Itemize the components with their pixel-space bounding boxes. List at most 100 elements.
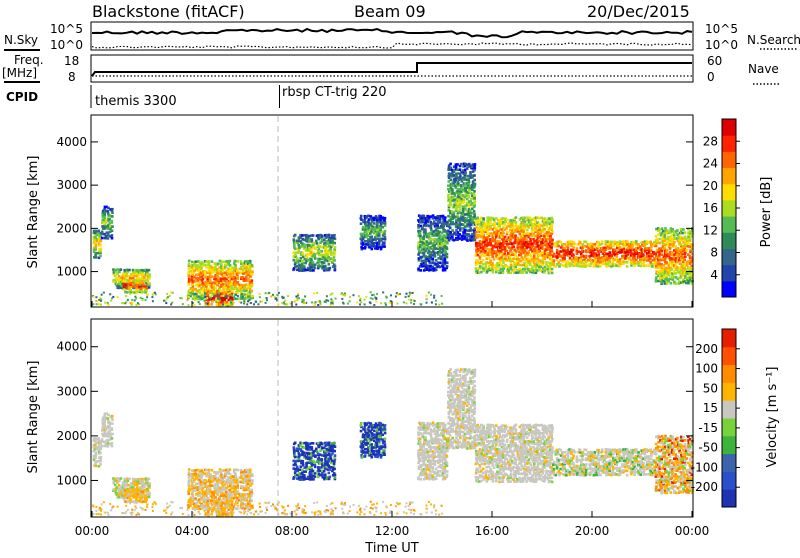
power-cell-887 <box>231 290 234 293</box>
power-cell-2705 <box>529 217 532 220</box>
power-cell-897 <box>293 238 296 241</box>
power-cell-1702 <box>448 204 451 207</box>
power-ground-cell-198 <box>373 294 375 296</box>
power-ground-cell-223 <box>133 292 135 294</box>
power-ground-cell-139 <box>265 302 267 304</box>
velocity-cell-690 <box>236 507 239 510</box>
power-cell-3357 <box>635 259 638 262</box>
power-cell-2805 <box>538 223 541 226</box>
power-cell-3071 <box>579 259 582 262</box>
power-cell-3775 <box>684 255 687 258</box>
power-ground-cell-162 <box>331 293 333 295</box>
velocity-cell-261 <box>148 482 151 485</box>
power-cell-1100 <box>324 254 327 257</box>
velocity-cell-672 <box>232 475 235 478</box>
power-cell-1003 <box>308 240 311 243</box>
power-ground-cell-143 <box>246 303 248 305</box>
power-ground-cell-269 <box>206 297 208 299</box>
power-ground-cell-3 <box>278 292 280 294</box>
power-ground-cell-89 <box>247 293 249 295</box>
power-ground-cell-272 <box>298 297 300 299</box>
power-cell-2953 <box>552 255 555 258</box>
power-cell-45 <box>99 234 102 237</box>
power-ground-cell-275 <box>287 295 289 297</box>
power-cell-1850 <box>456 163 459 166</box>
power-cell-1659 <box>444 250 447 253</box>
power-cell-3299 <box>624 257 627 260</box>
power-ground-cell-90 <box>210 297 212 299</box>
velocity-cell-631 <box>227 479 230 482</box>
cpid-mode-2: rbsp CT-trig 220 <box>282 85 387 100</box>
power-ground-cell-278 <box>410 299 412 301</box>
power-ground-cell-170 <box>129 293 131 295</box>
power-ground-cell-106 <box>193 304 195 306</box>
velocity-cell-47 <box>101 445 104 448</box>
velocity-cell-308 <box>138 489 141 492</box>
power-ground-cell-15 <box>136 293 138 295</box>
velocity-cell-514 <box>211 469 214 472</box>
power-ground-cell-296 <box>375 298 377 300</box>
power-cell-3307 <box>626 261 629 264</box>
power-cell-2869 <box>545 248 548 251</box>
power-ground-cell-0 <box>431 302 433 304</box>
power-ground-cell-279 <box>438 304 440 306</box>
power-cell-3271 <box>619 265 622 268</box>
power-cell-1572 <box>437 261 440 264</box>
power-cell-3185 <box>601 240 604 243</box>
power-colorbar-tick-label-4: 12 <box>703 223 718 237</box>
power-cell-2931 <box>550 257 553 260</box>
power-ground-cell-196 <box>370 302 372 304</box>
power-cell-797 <box>249 260 252 263</box>
power-cell-695 <box>237 281 240 284</box>
power-cell-2237 <box>488 257 491 260</box>
power-ground-cell-183 <box>297 295 299 297</box>
power-ground-cell-166 <box>104 302 106 304</box>
power-cell-1604 <box>439 234 442 237</box>
power-cell-3042 <box>572 249 575 252</box>
power-ground-cell-259 <box>317 301 319 303</box>
power-cell-3466 <box>655 245 658 248</box>
power-cell-1144 <box>329 241 332 244</box>
power-cell-3573 <box>666 282 669 285</box>
power-cell-3105 <box>585 241 588 244</box>
power-ground-cell-195 <box>384 302 386 304</box>
power-ground-cell-234 <box>255 301 257 303</box>
velocity-cell-42 <box>99 452 102 455</box>
power-cell-2507 <box>512 257 515 260</box>
power-cell-278 <box>128 279 131 282</box>
power-cell-2434 <box>506 250 509 253</box>
power-cell-1022 <box>312 269 315 272</box>
power-cell-2999 <box>563 249 566 252</box>
power-cell-2176 <box>482 267 485 270</box>
power-cell-1934 <box>464 231 467 234</box>
velocity-cell-38 <box>99 463 102 466</box>
power-cell-3148 <box>594 245 597 248</box>
velocity-cell-390 <box>195 469 198 472</box>
power-cell-2431 <box>505 265 508 268</box>
power-cell-108 <box>111 215 114 218</box>
power-cell-890 <box>293 259 296 262</box>
velocity-cell-14 <box>95 454 98 457</box>
power-ground-cell-291 <box>410 302 412 304</box>
power-cell-2992 <box>561 243 564 246</box>
power-ground-cell-258 <box>117 296 119 298</box>
freq-label: Freq. <box>14 53 44 67</box>
power-ground-cell-257 <box>131 299 133 301</box>
velocity-cell-202 <box>134 484 137 487</box>
power-cell-672 <box>232 267 235 270</box>
power-cell-913 <box>296 257 299 260</box>
power-cell-1168 <box>334 246 337 249</box>
velocity-cell-651 <box>229 473 232 476</box>
power-cell-3612 <box>670 282 673 285</box>
power-cell-3015 <box>567 247 570 250</box>
power-ground-cell-84 <box>165 302 167 304</box>
power-cell-323 <box>145 287 148 290</box>
power-cell-839 <box>216 290 219 293</box>
power-cell-3373 <box>639 265 642 268</box>
power-cell-529 <box>214 287 217 290</box>
power-cell-2629 <box>523 259 526 262</box>
power-cell-804 <box>251 279 254 282</box>
power-cell-962 <box>303 243 306 246</box>
power-cell-2511 <box>513 245 516 248</box>
